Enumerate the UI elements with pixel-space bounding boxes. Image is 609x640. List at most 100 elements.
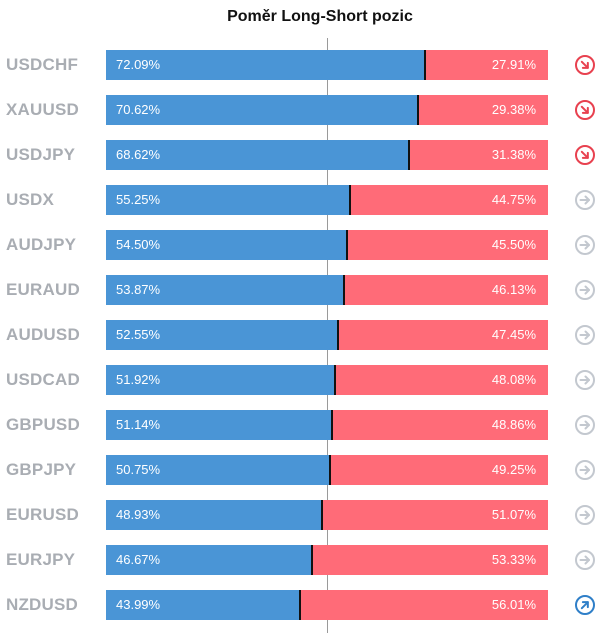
trend-down-arrow-icon — [575, 100, 595, 120]
long-segment — [106, 545, 312, 575]
long-segment — [106, 410, 332, 440]
split-divider — [321, 500, 323, 530]
ratio-bar: 54.50% 45.50% — [106, 230, 548, 260]
trend-down-arrow-icon — [575, 145, 595, 165]
symbol-label: EURAUD — [6, 280, 80, 299]
symbol-label: USDCAD — [6, 370, 80, 389]
long-percent-label: 51.14% — [116, 417, 161, 432]
short-percent-label: 53.33% — [491, 552, 536, 567]
ratio-row-eurjpy: EURJPY 46.67% 53.33% — [0, 544, 609, 576]
short-percent-label: 51.07% — [491, 507, 536, 522]
symbol-label: USDCHF — [6, 55, 79, 74]
symbol-label: USDX — [6, 190, 55, 209]
trend-neutral-arrow-icon — [575, 415, 595, 435]
short-segment — [300, 590, 548, 620]
long-percent-label: 68.62% — [116, 147, 161, 162]
trend-neutral-arrow-icon — [575, 505, 595, 525]
ratio-row-nzdusd: NZDUSD 43.99% 56.01% — [0, 589, 609, 621]
short-percent-label: 31.38% — [491, 147, 536, 162]
long-segment — [106, 185, 350, 215]
ratio-bar: 50.75% 49.25% — [106, 455, 548, 485]
ratio-bar: 55.25% 44.75% — [106, 185, 548, 215]
ratio-row-euraud: EURAUD 53.87% 46.13% — [0, 274, 609, 306]
short-segment — [350, 185, 548, 215]
split-divider — [424, 50, 426, 80]
ratio-bar: 68.62% 31.38% — [106, 140, 548, 170]
ratio-row-usdx: USDX 55.25% 44.75% — [0, 184, 609, 216]
long-percent-label: 53.87% — [116, 282, 161, 297]
long-segment — [106, 140, 409, 170]
short-segment — [409, 140, 548, 170]
ratio-row-eurusd: EURUSD 48.93% 51.07% — [0, 499, 609, 531]
long-percent-label: 70.62% — [116, 102, 161, 117]
ratio-bar: 46.67% 53.33% — [106, 545, 548, 575]
short-percent-label: 44.75% — [491, 192, 536, 207]
ratio-row-usdchf: USDCHF 72.09% 27.91% — [0, 49, 609, 81]
symbol-label: GBPJPY — [6, 460, 77, 479]
ratio-bar: 48.93% 51.07% — [106, 500, 548, 530]
split-divider — [343, 275, 345, 305]
long-segment — [106, 365, 335, 395]
ratio-bar: 52.55% 47.45% — [106, 320, 548, 350]
short-percent-label: 56.01% — [491, 597, 536, 612]
split-divider — [299, 590, 301, 620]
split-divider — [311, 545, 313, 575]
split-divider — [334, 365, 336, 395]
ratio-row-audusd: AUDUSD 52.55% 47.45% — [0, 319, 609, 351]
ratio-bar: 72.09% 27.91% — [106, 50, 548, 80]
short-percent-label: 48.86% — [491, 417, 536, 432]
short-segment — [330, 455, 548, 485]
long-percent-label: 46.67% — [116, 552, 161, 567]
trend-neutral-arrow-icon — [575, 235, 595, 255]
long-percent-label: 54.50% — [116, 237, 161, 252]
short-percent-label: 45.50% — [491, 237, 536, 252]
trend-neutral-arrow-icon — [575, 460, 595, 480]
short-segment — [425, 50, 548, 80]
ratio-row-xauusd: XAUUSD 70.62% 29.38% — [0, 94, 609, 126]
ratio-bar: 43.99% 56.01% — [106, 590, 548, 620]
short-percent-label: 49.25% — [491, 462, 536, 477]
long-segment — [106, 590, 300, 620]
long-segment — [106, 50, 425, 80]
symbol-label: EURUSD — [6, 505, 79, 524]
long-percent-label: 43.99% — [116, 597, 161, 612]
symbol-label: USDJPY — [6, 145, 76, 164]
trend-neutral-arrow-icon — [575, 190, 595, 210]
long-percent-label: 52.55% — [116, 327, 161, 342]
ratio-bar: 51.92% 48.08% — [106, 365, 548, 395]
short-segment — [418, 95, 548, 125]
short-percent-label: 27.91% — [491, 57, 536, 72]
long-percent-label: 51.92% — [116, 372, 161, 387]
short-percent-label: 47.45% — [491, 327, 536, 342]
long-percent-label: 72.09% — [116, 57, 161, 72]
split-divider — [329, 455, 331, 485]
short-segment — [344, 275, 548, 305]
long-segment — [106, 230, 347, 260]
ratio-row-usdjpy: USDJPY 68.62% 31.38% — [0, 139, 609, 171]
split-divider — [337, 320, 339, 350]
short-segment — [335, 365, 548, 395]
split-divider — [408, 140, 410, 170]
ratio-row-usdcad: USDCAD 51.92% 48.08% — [0, 364, 609, 396]
short-percent-label: 29.38% — [491, 102, 536, 117]
long-segment — [106, 455, 330, 485]
short-segment — [322, 500, 548, 530]
long-percent-label: 55.25% — [116, 192, 161, 207]
split-divider — [417, 95, 419, 125]
long-percent-label: 48.93% — [116, 507, 161, 522]
ratio-row-gbpjpy: GBPJPY 50.75% 49.25% — [0, 454, 609, 486]
short-percent-label: 48.08% — [491, 372, 536, 387]
trend-neutral-arrow-icon — [575, 325, 595, 345]
chart-title: Poměr Long-Short pozic — [227, 8, 413, 25]
symbol-label: NZDUSD — [6, 595, 79, 614]
short-segment — [312, 545, 548, 575]
long-percent-label: 50.75% — [116, 462, 161, 477]
split-divider — [331, 410, 333, 440]
symbol-label: XAUUSD — [6, 100, 79, 119]
long-segment — [106, 320, 338, 350]
symbol-label: EURJPY — [6, 550, 76, 569]
trend-up-arrow-icon — [575, 595, 595, 615]
trend-neutral-arrow-icon — [575, 280, 595, 300]
short-segment — [332, 410, 548, 440]
ratio-row-gbpusd: GBPUSD 51.14% 48.86% — [0, 409, 609, 441]
